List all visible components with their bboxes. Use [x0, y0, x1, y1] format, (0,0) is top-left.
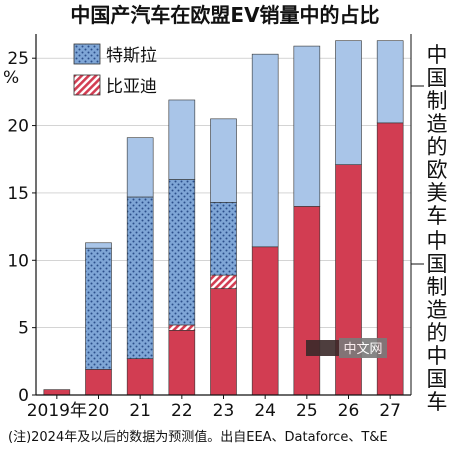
- y-tick-label: 25: [7, 49, 29, 69]
- watermark-badge: [339, 338, 387, 358]
- footnote: (注)2024年及以后的数据为预测值。出自EEA、Dataforce、T&E: [8, 429, 388, 445]
- side-label-char: 车: [427, 390, 448, 414]
- side-label-char: 美: [427, 181, 448, 205]
- bar-byd-23: [210, 274, 237, 289]
- y-tick-label: 15: [7, 184, 29, 204]
- bar-china-brand-23: [210, 288, 237, 396]
- chart-title: 中国产汽车在欧盟EV销量中的占比: [70, 3, 379, 27]
- bar-china-brand-21: [126, 358, 154, 396]
- bar-tesla-20: [85, 247, 112, 370]
- bar-china-brand-2019年: [43, 389, 71, 396]
- x-tick-label: 21: [129, 401, 151, 421]
- side-label-char: 造: [427, 112, 448, 136]
- bar-western-brand-21: [126, 137, 154, 198]
- x-tick-label: 22: [171, 401, 193, 421]
- side-label-char: 欧: [427, 158, 448, 182]
- legend-label-tesla: 特斯拉: [106, 46, 157, 66]
- bar-china-brand-25: [293, 206, 321, 396]
- x-tick-label: 25: [296, 401, 318, 421]
- bar-byd-22: [168, 324, 196, 331]
- x-tick-label: 27: [379, 401, 401, 421]
- side-label-char: 的: [427, 321, 448, 345]
- side-label-char: 国: [427, 252, 448, 276]
- legend-swatch-tesla: [73, 43, 101, 65]
- side-label-char: 制: [427, 275, 448, 299]
- legend-label-byd: 比亚迪: [106, 77, 157, 97]
- watermark-text: 中文网: [343, 342, 382, 357]
- bar-china-brand-26: [335, 164, 362, 396]
- bar-china-brand-24: [251, 246, 279, 396]
- y-tick-label: 5: [18, 319, 29, 339]
- side-label-char: 国: [427, 367, 448, 391]
- y-tick-label: 0: [18, 386, 29, 406]
- y-tick-label: 10: [7, 251, 29, 271]
- x-tick-label: 24: [254, 401, 276, 421]
- x-tick-label: 23: [213, 401, 235, 421]
- side-label-char: 中: [427, 43, 448, 67]
- x-tick-label: 20: [88, 401, 110, 421]
- side-label-char: 中: [427, 229, 448, 253]
- y-tick-label: 20: [7, 117, 29, 137]
- bar-tesla-22: [168, 179, 196, 326]
- bar-western-brand-24: [251, 53, 279, 248]
- bar-tesla-21: [126, 196, 154, 359]
- y-axis: 0 5 10 15 20 25: [7, 34, 412, 406]
- side-label-char: 的: [427, 135, 448, 159]
- x-axis: 2019年 20 21 22 23 24 25 26 27: [27, 395, 401, 421]
- bar-western-brand-20: [85, 242, 112, 249]
- watermark-logo: [306, 340, 340, 356]
- legend-swatch-byd: [73, 74, 101, 96]
- bar-western-brand-23: [210, 118, 237, 203]
- x-tick-label: 26: [338, 401, 360, 421]
- y-axis-label: %: [3, 68, 19, 88]
- bar-western-brand-27: [376, 40, 404, 124]
- watermark: 中文网: [306, 338, 387, 358]
- bar-western-brand-26: [335, 40, 362, 165]
- x-tick-label: 2019年: [27, 401, 87, 421]
- bar-western-brand-25: [293, 45, 321, 207]
- bar-western-brand-22: [168, 99, 196, 180]
- side-label-char: 制: [427, 89, 448, 113]
- side-label-char: 中: [427, 344, 448, 368]
- bar-china-brand-22: [168, 330, 196, 396]
- side-label-char: 国: [427, 66, 448, 90]
- legend: 特斯拉 比亚迪: [73, 43, 157, 97]
- side-label-char: 造: [427, 298, 448, 322]
- bar-tesla-23: [210, 202, 237, 276]
- side-label-char: 车: [427, 204, 448, 228]
- bar-china-brand-20: [85, 369, 112, 396]
